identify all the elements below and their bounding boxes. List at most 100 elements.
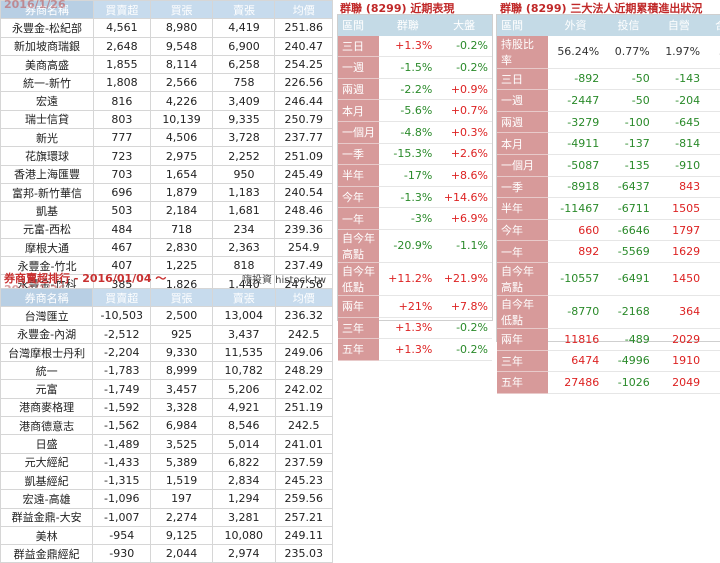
broker-name[interactable]: 香港上海匯豐 [0, 164, 94, 184]
table-row[interactable]: 永豐金-內湖 -2,512 925 3,437 242.5 [0, 324, 334, 344]
table-row[interactable]: 元富-西松 484 718 234 239.36 [0, 219, 333, 239]
cell-value: 235.03 [274, 544, 334, 563]
cell-value: 234 [212, 219, 276, 239]
broker-name[interactable]: 美商高盛 [0, 54, 94, 75]
broker-name[interactable]: 港商麥格理 [0, 397, 94, 418]
table-row[interactable]: 統一-新竹 1,808 2,566 758 226.56 [0, 73, 333, 93]
cell-value: -4 [704, 111, 720, 134]
cell-value: 248.46 [274, 201, 333, 221]
cell-value: 242.02 [274, 379, 334, 399]
cell-value: 241.01 [274, 434, 334, 454]
market-change: +21.9% [436, 262, 492, 296]
table-row[interactable]: 摩根大通 467 2,830 2,363 254.9 [0, 237, 333, 258]
broker-name[interactable]: 美林 [0, 525, 94, 546]
sell-ranking-title: 券商賣超排行 - 2016/01/04 ～ [4, 270, 166, 286]
table-row[interactable]: 台灣匯立 -10,503 2,500 13,004 236.32 [0, 306, 334, 326]
table-row[interactable]: 群益金鼎-大安 -1,007 2,274 3,281 257.21 [0, 507, 334, 527]
cell-value: -5569 [603, 240, 654, 263]
table-row: 一年 -3% +6.9% [338, 207, 492, 230]
broker-name[interactable]: 新光 [0, 128, 94, 148]
broker-name[interactable]: 台灣匯立 [0, 306, 94, 326]
range-label: 自今年高點 [338, 229, 380, 263]
broker-name[interactable]: 摩根大通 [0, 237, 94, 258]
cell-value: 4,506 [149, 128, 214, 148]
stock-change: +1.3% [379, 35, 437, 58]
cell-value: -2 [704, 89, 720, 112]
cell-value: 8,980 [149, 18, 214, 38]
broker-name[interactable]: 花旗環球 [0, 146, 94, 166]
cell-value: 10,080 [211, 525, 276, 546]
broker-name[interactable]: 富邦-新竹華信 [0, 182, 94, 203]
col-buy: 買張 [150, 287, 213, 308]
table-row: 一個月-5087-135-910-6 [497, 154, 720, 177]
cell-value: 1910 [653, 350, 705, 373]
broker-name[interactable]: 凱基 [0, 201, 94, 221]
table-row[interactable]: 美林 -954 9,125 10,080 249.11 [0, 525, 334, 546]
range-label: 一週 [338, 56, 380, 79]
range-label: 一年 [497, 240, 548, 263]
table-row[interactable]: 元富 -1,749 3,457 5,206 242.02 [0, 379, 334, 399]
table-row[interactable]: 宏遠 816 4,226 3,409 246.44 [0, 91, 333, 111]
cell-value: -204 [653, 89, 705, 112]
cell-value: 1,654 [149, 164, 214, 184]
table-row[interactable]: 永豐金-松紀部 4,561 8,980 4,419 251.86 [0, 18, 333, 38]
cell-value: 1,294 [211, 489, 276, 509]
broker-name[interactable]: 新加坡商瑞銀 [0, 36, 94, 56]
table-row[interactable]: 台灣摩根士丹利 -2,204 9,330 11,535 249.06 [0, 342, 334, 363]
broker-name[interactable]: 群益金鼎經紀 [0, 544, 94, 563]
broker-name[interactable]: 宏遠-高雄 [0, 489, 94, 509]
range-label: 持股比率 [497, 35, 548, 69]
cell-value: 3,409 [212, 91, 276, 111]
table-row[interactable]: 元大經紀 -1,433 5,389 6,822 237.59 [0, 452, 334, 472]
table-row[interactable]: 新光 777 4,506 3,728 237.77 [0, 128, 333, 148]
broker-name[interactable]: 瑞士信貸 [0, 109, 94, 130]
table-row[interactable]: 群益金鼎經紀 -930 2,044 2,974 235.03 [0, 544, 334, 563]
cell-value: -135 [603, 154, 654, 177]
broker-name[interactable]: 永豐金-松紀部 [0, 18, 94, 38]
table-row[interactable]: 瑞士信貸 803 10,139 9,335 250.79 [0, 109, 333, 130]
site-label[interactable]: 嗨投資 histock.tw [242, 275, 327, 286]
table-row[interactable]: 凱基 503 2,184 1,681 248.46 [0, 201, 333, 221]
broker-name[interactable]: 日盛 [0, 434, 94, 454]
cell-value: -1,007 [92, 507, 152, 527]
table-row[interactable]: 凱基經紀 -1,315 1,519 2,834 245.23 [0, 470, 334, 491]
table-row[interactable]: 新加坡商瑞銀 2,648 9,548 6,900 240.47 [0, 36, 333, 56]
table-row[interactable]: 花旗環球 723 2,975 2,252 251.09 [0, 146, 333, 166]
broker-name[interactable]: 凱基經紀 [0, 470, 94, 491]
broker-buy-ranking-panel: 2016/1/26 券商名稱 買賣超 買張 賣張 均價 永豐金-松紀部 4,561… [0, 0, 333, 294]
broker-name[interactable]: 永豐金-內湖 [0, 324, 94, 344]
table-row: 一個月 -4.8% +0.3% [338, 121, 492, 144]
broker-name[interactable]: 元富-西松 [0, 219, 94, 239]
broker-name[interactable]: 統一 [0, 361, 94, 381]
broker-name[interactable]: 港商德意志 [0, 416, 94, 436]
cell-value: 892 [547, 240, 604, 263]
cell-value: 1,879 [149, 182, 214, 203]
broker-name[interactable]: 元大經紀 [0, 452, 94, 472]
table-row[interactable]: 宏遠-高雄 -1,096 197 1,294 259.56 [0, 489, 334, 509]
cell-value: -2,512 [92, 324, 152, 344]
market-change: +14.6% [436, 186, 492, 209]
cell-value: 1.97% [653, 35, 705, 69]
table-row[interactable]: 富邦-新竹華信 696 1,879 1,183 240.54 [0, 182, 333, 203]
table-row[interactable]: 港商麥格理 -1,592 3,328 4,921 251.19 [0, 397, 334, 418]
table-row[interactable]: 統一 -1,783 8,999 10,782 248.29 [0, 361, 334, 381]
range-label: 三日 [338, 35, 380, 58]
table-row[interactable]: 日盛 -1,489 3,525 5,014 241.01 [0, 434, 334, 454]
cell-value: 1 [704, 328, 720, 351]
cell-value: 2,648 [92, 36, 151, 56]
cell-value: -1,433 [92, 452, 152, 472]
broker-name[interactable]: 宏遠 [0, 91, 94, 111]
table-row[interactable]: 永豐金-竹北 407 1,225 818 237.49 [0, 256, 333, 276]
cell-value: 9,548 [149, 36, 214, 56]
table-row[interactable]: 香港上海匯豐 703 1,654 950 245.49 [0, 164, 333, 184]
cell-value: -1 [704, 68, 720, 91]
broker-name[interactable]: 元富 [0, 379, 94, 399]
table-header-row: 券商名稱 買賣超 買張 賣張 均價 [0, 0, 333, 20]
broker-name[interactable]: 群益金鼎-大安 [0, 507, 94, 527]
broker-name[interactable]: 台灣摩根士丹利 [0, 342, 94, 363]
stock-change: -3% [379, 207, 437, 230]
table-row[interactable]: 美商高盛 1,855 8,114 6,258 254.25 [0, 54, 333, 75]
table-row[interactable]: 港商德意志 -1,562 6,984 8,546 242.5 [0, 416, 334, 436]
cell-value: -1026 [603, 371, 654, 394]
broker-name[interactable]: 統一-新竹 [0, 73, 94, 93]
